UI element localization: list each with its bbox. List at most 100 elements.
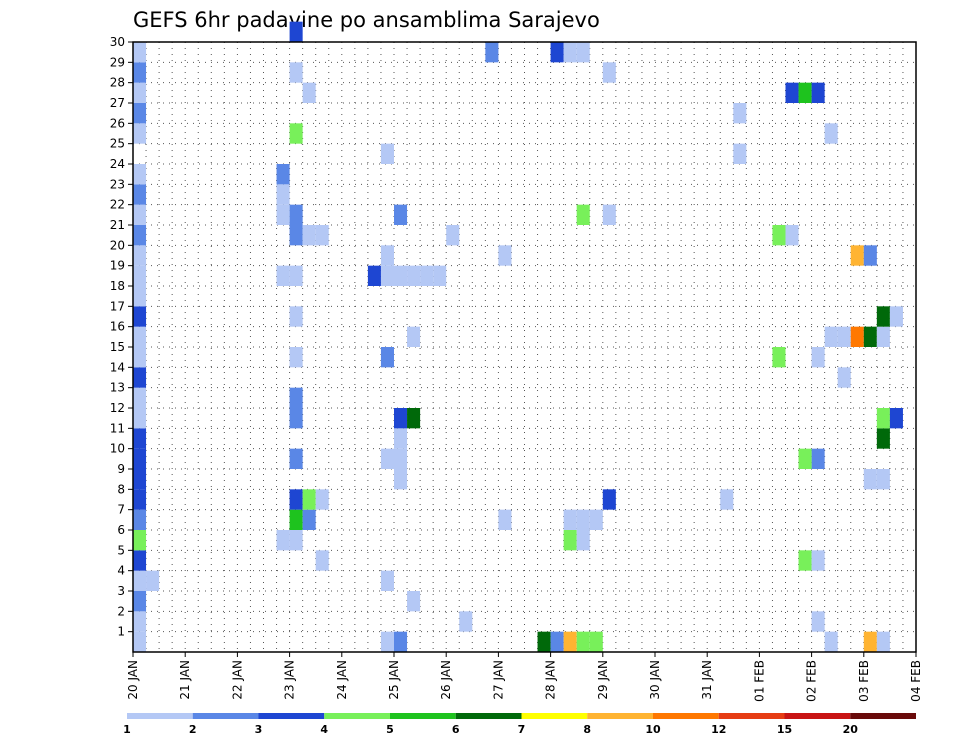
- precip-cell: [602, 489, 616, 510]
- precip-cell: [811, 611, 825, 632]
- x-tick-label: 23 JAN: [283, 660, 297, 700]
- precip-cell: [576, 42, 590, 63]
- precip-cell: [394, 428, 408, 449]
- precip-cell: [785, 82, 799, 103]
- legend-label: 5: [386, 723, 394, 736]
- precip-cell: [563, 509, 577, 530]
- precip-cell: [133, 611, 147, 632]
- precip-cell: [380, 570, 394, 591]
- precip-cell: [889, 306, 903, 327]
- legend-label: 15: [777, 723, 792, 736]
- precip-cell: [289, 265, 303, 286]
- precip-cell: [380, 448, 394, 469]
- x-tick-label: 22 JAN: [230, 660, 244, 700]
- precip-cell: [289, 387, 303, 408]
- precip-cell: [394, 408, 408, 429]
- legend-swatch: [127, 713, 193, 719]
- y-tick-label: 3: [117, 584, 125, 598]
- precip-cell: [407, 591, 421, 612]
- precip-cell: [772, 347, 786, 368]
- y-tick-label: 18: [110, 279, 125, 293]
- precip-cell: [289, 21, 303, 42]
- precip-cell: [380, 265, 394, 286]
- precip-cell: [133, 469, 147, 490]
- precip-cell: [133, 184, 147, 205]
- precip-cell: [837, 367, 851, 388]
- x-tick-label: 28 JAN: [544, 660, 558, 700]
- y-tick-label: 14: [110, 360, 125, 374]
- precip-cell: [876, 469, 890, 490]
- y-tick-label: 21: [110, 218, 125, 232]
- color-legend: 1 2 3 4 5 6 7 8 10 12 15 20: [123, 713, 916, 736]
- precip-cell: [133, 591, 147, 612]
- precip-cell: [498, 509, 512, 530]
- y-tick-label: 9: [117, 462, 125, 476]
- y-tick-label: 26: [110, 116, 125, 130]
- precip-cell: [315, 225, 329, 246]
- precip-cell: [876, 408, 890, 429]
- legend-label: 6: [452, 723, 460, 736]
- heatmap-cells: [133, 21, 903, 652]
- precip-cell: [133, 448, 147, 469]
- precip-cell: [133, 509, 147, 530]
- precip-cell: [133, 347, 147, 368]
- precip-cell: [276, 164, 290, 185]
- precip-cell: [133, 489, 147, 510]
- precip-cell: [485, 42, 499, 63]
- precip-cell: [602, 204, 616, 225]
- precip-cell: [289, 530, 303, 551]
- x-tick-label: 21 JAN: [178, 660, 192, 700]
- precip-cell: [133, 103, 147, 124]
- y-tick-label: 11: [110, 421, 125, 435]
- precip-cell: [850, 245, 864, 266]
- precip-cell: [550, 631, 564, 652]
- y-axis-ticks: 1234567891011121314151617181920212223242…: [110, 35, 133, 639]
- x-tick-label: 31 JAN: [700, 660, 714, 700]
- precip-cell: [563, 530, 577, 551]
- legend-label: 4: [320, 723, 328, 736]
- y-tick-label: 19: [110, 259, 125, 273]
- x-tick-label: 24 JAN: [335, 660, 349, 700]
- legend-swatch: [455, 713, 522, 719]
- precip-cell: [733, 103, 747, 124]
- precip-cell: [394, 265, 408, 286]
- precip-cell: [289, 225, 303, 246]
- precip-cell: [133, 631, 147, 652]
- precip-cell: [315, 489, 329, 510]
- x-tick-label: 29 JAN: [596, 660, 610, 700]
- precip-cell: [276, 530, 290, 551]
- precip-cell: [289, 306, 303, 327]
- precip-cell: [811, 82, 825, 103]
- legend-swatch: [784, 713, 851, 719]
- precip-cell: [133, 326, 147, 347]
- x-tick-label: 03 FEB: [857, 660, 871, 702]
- precip-cell: [302, 225, 316, 246]
- legend-label: 8: [583, 723, 591, 736]
- y-tick-label: 1: [117, 625, 125, 639]
- precip-cell: [563, 631, 577, 652]
- precip-cell: [289, 448, 303, 469]
- y-tick-label: 8: [117, 482, 125, 496]
- y-tick-label: 30: [110, 35, 125, 49]
- precip-cell: [133, 530, 147, 551]
- y-tick-label: 20: [110, 238, 125, 252]
- precip-cell: [380, 347, 394, 368]
- legend-swatch: [587, 713, 653, 719]
- precip-cell: [289, 489, 303, 510]
- precip-cell: [133, 204, 147, 225]
- precip-cell: [824, 631, 838, 652]
- x-tick-label: 04 FEB: [909, 660, 923, 702]
- x-tick-label: 02 FEB: [805, 660, 819, 702]
- precip-cell: [589, 631, 603, 652]
- precip-cell: [133, 367, 147, 388]
- precip-cell: [289, 347, 303, 368]
- precip-cell: [394, 204, 408, 225]
- y-tick-label: 17: [110, 299, 125, 313]
- precip-cell: [394, 448, 408, 469]
- precip-cell: [380, 143, 394, 164]
- precip-cell: [824, 326, 838, 347]
- precip-cell: [876, 306, 890, 327]
- precip-cell: [133, 123, 147, 144]
- precip-cell: [798, 550, 812, 571]
